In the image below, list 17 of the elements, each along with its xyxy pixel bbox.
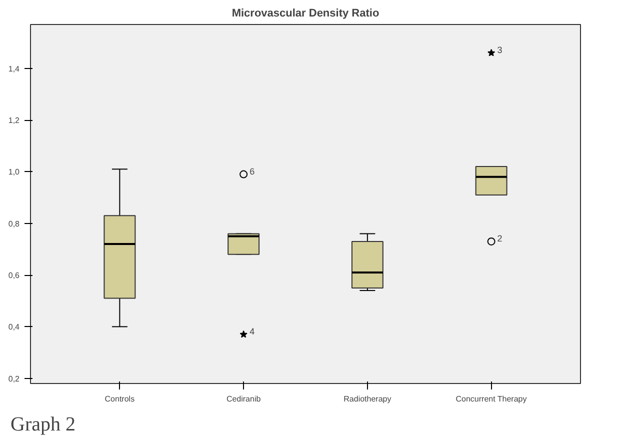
x-tick-label: Cediranib <box>226 394 262 404</box>
annotation: 4 <box>250 326 255 336</box>
x-tick-label: Concurrent Therapy <box>456 394 527 404</box>
caption: Graph 2 <box>10 414 76 436</box>
y-tick-label: 0,4 <box>8 322 20 332</box>
y-tick-label: 0,6 <box>8 271 20 280</box>
annotation: 3 <box>497 44 502 55</box>
y-tick-label: 1,4 <box>8 64 20 74</box>
y-tick-label: 1,2 <box>8 116 20 126</box>
annotation: 6 <box>250 166 255 176</box>
y-tick-label: 1,0 <box>8 168 20 177</box>
y-tick-label: 0,2 <box>8 374 20 384</box>
x-tick-label: Controls <box>104 394 135 404</box>
chart-title: Microvascular Density Ratio <box>232 8 380 20</box>
x-tick-label: Radiotherapy <box>344 394 392 404</box>
y-tick-label: 0,8 <box>8 219 20 228</box>
annotation: 2 <box>497 233 502 244</box>
